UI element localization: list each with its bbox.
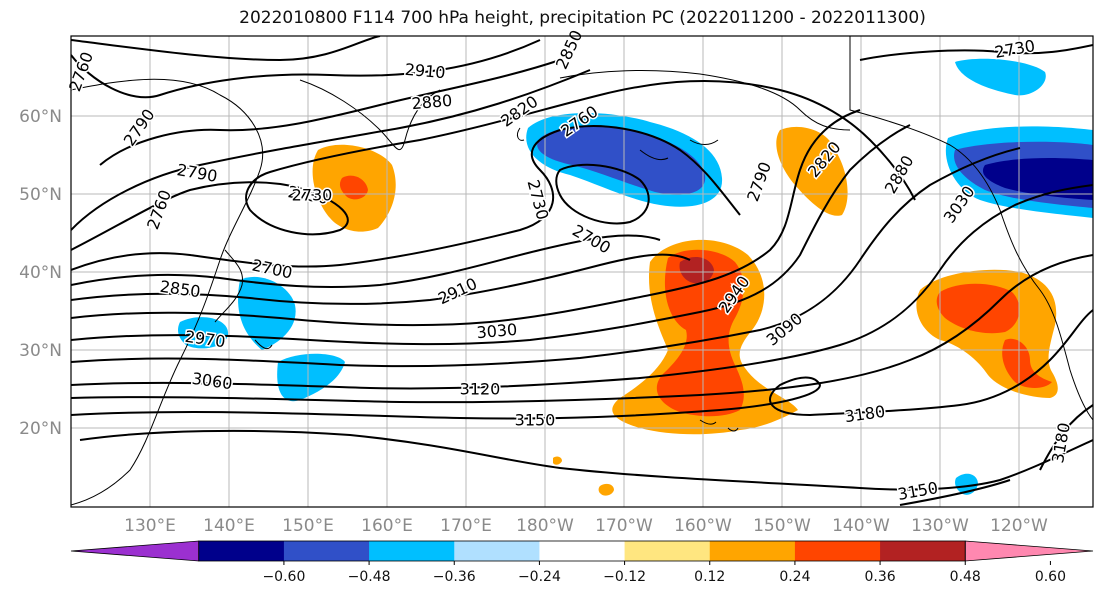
colorbar-segment xyxy=(454,541,540,561)
colorbar-tick-label: −0.48 xyxy=(348,569,391,585)
lon-label: 140°E xyxy=(203,516,255,536)
lon-label: 180°W xyxy=(516,516,574,536)
colorbar-segment xyxy=(624,541,711,561)
contour-label: 2910 xyxy=(404,60,446,82)
lon-label: 160°E xyxy=(361,516,413,536)
lat-label: 60°N xyxy=(19,107,62,127)
colorbar-tick-label: −0.36 xyxy=(433,569,476,585)
longitude-labels: 130°E 140°E 150°E 160°E 170°E 180°W 170°… xyxy=(124,516,1048,536)
contour-label: 2730 xyxy=(292,186,333,205)
colorbar-frame xyxy=(198,540,966,562)
colorbar-tick-labels: −0.60 −0.48 −0.36 −0.24 −0.12 0.12 0.24 0.36 0.4… xyxy=(262,561,1066,585)
colorbar-tick-label: −0.60 xyxy=(262,569,305,585)
height-contours xyxy=(71,36,1093,506)
colorbar-tick-label: 0.48 xyxy=(950,569,981,585)
lon-label: 130°E xyxy=(124,516,176,536)
colorbar-tick-label: 0.60 xyxy=(1035,569,1066,585)
lat-label: 30°N xyxy=(19,341,62,361)
lon-label: 150°W xyxy=(753,516,811,536)
colorbar xyxy=(70,540,1094,562)
colorbar-tick-label: −0.24 xyxy=(518,569,561,585)
colorbar-segment xyxy=(369,541,455,561)
lon-label: 160°W xyxy=(674,516,732,536)
colorbar-extend-right xyxy=(964,540,1094,562)
contour-label: 3030 xyxy=(476,320,518,342)
map-title: 2022010800 F114 700 hPa height, precipit… xyxy=(239,8,926,28)
colorbar-segment xyxy=(198,541,285,561)
colorbar-tick-label: 0.36 xyxy=(864,569,895,585)
lon-label: 170°W xyxy=(595,516,653,536)
colorbar-tick-label: −0.12 xyxy=(603,569,646,585)
lat-label: 40°N xyxy=(19,263,62,283)
lon-label: 170°E xyxy=(440,516,492,536)
graticule xyxy=(71,36,1093,507)
contour-label: 2880 xyxy=(411,91,453,113)
contour-label: 3150 xyxy=(515,411,556,430)
colorbar-segment xyxy=(794,541,881,561)
map-frame xyxy=(70,35,1094,508)
lat-label: 50°N xyxy=(19,185,62,205)
lon-label: 130°W xyxy=(911,516,969,536)
colorbar-segment xyxy=(709,541,796,561)
colorbar-tick-label: 0.12 xyxy=(694,569,725,585)
colorbar-segment xyxy=(880,541,966,561)
colorbar-extend-left xyxy=(70,540,200,562)
colorbar-tick-label: 0.24 xyxy=(779,569,810,585)
lon-label: 140°W xyxy=(832,516,890,536)
lat-label: 20°N xyxy=(19,419,62,439)
colorbar-segment xyxy=(283,541,370,561)
colorbar-segment xyxy=(539,541,626,561)
latitude-labels: 60°N 50°N 40°N 30°N 20°N xyxy=(19,107,62,439)
contour-label: 3120 xyxy=(460,380,501,399)
lon-label: 120°W xyxy=(990,516,1048,536)
lon-label: 150°E xyxy=(282,516,334,536)
